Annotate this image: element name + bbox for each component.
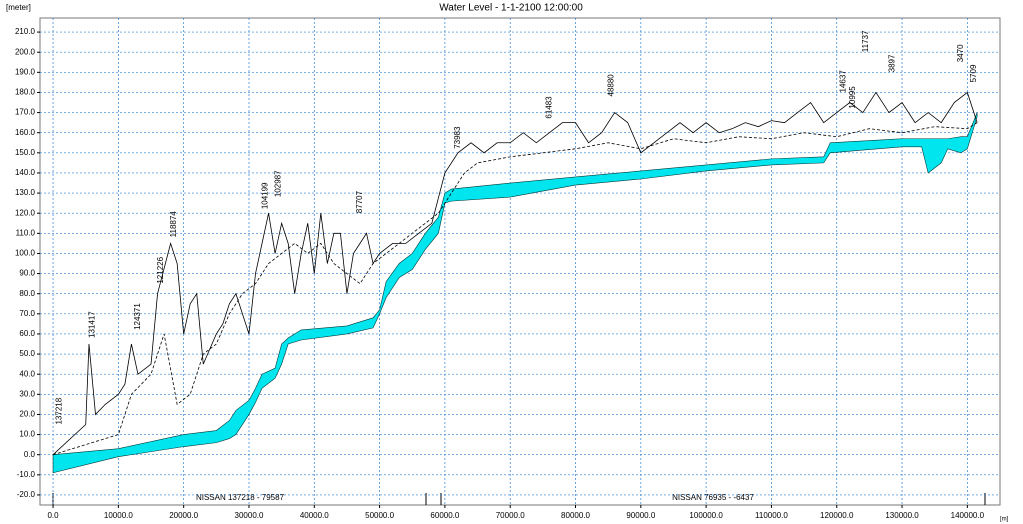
- x-tick-label: 140000.0: [951, 511, 985, 520]
- annotation: 102987: [273, 170, 282, 197]
- annotation: 131417: [87, 311, 96, 338]
- y-tick-label: 160.0: [15, 128, 36, 137]
- branch-label: NISSAN 137218 - 79587: [196, 493, 285, 502]
- annotation: 104199: [260, 182, 269, 209]
- annotation: 11737: [861, 30, 870, 52]
- x-tick-label: 0.0: [47, 511, 59, 520]
- annotation: 3897: [887, 54, 896, 72]
- annotation: 137218: [55, 397, 64, 424]
- y-tick-label: 200.0: [15, 47, 36, 56]
- x-tick-label: 10000.0: [104, 511, 133, 520]
- y-tick-label: 110.0: [16, 228, 36, 237]
- annotation: 10995: [848, 86, 857, 109]
- y-tick-label: 210.0: [15, 27, 36, 36]
- dashed-line: [52, 122, 978, 456]
- x-tick-label: 40000.0: [300, 511, 329, 520]
- y-tick-label: -10.0: [17, 470, 36, 479]
- annotation: 121226: [156, 256, 165, 283]
- x-tick-label: 70000.0: [496, 511, 525, 520]
- y-tick-label: 40.0: [19, 369, 35, 378]
- annotation: 124371: [133, 303, 142, 330]
- x-tick-label: 130000.0: [885, 511, 919, 520]
- y-tick-label: 170.0: [15, 108, 36, 117]
- y-unit: [meter]: [6, 3, 31, 12]
- annotation: 87707: [355, 190, 364, 213]
- x-tick-label: 120000.0: [820, 511, 854, 520]
- solid-line: [52, 91, 978, 455]
- y-tick-label: -20.0: [17, 490, 36, 499]
- x-tick-label: 110000.0: [755, 511, 788, 520]
- annotation: 48880: [607, 74, 616, 97]
- y-tick-label: 190.0: [15, 67, 36, 76]
- x-unit: [m]: [1000, 517, 1009, 523]
- y-tick-label: 70.0: [19, 309, 35, 318]
- y-tick-label: 180.0: [15, 88, 36, 97]
- annotation: 14637: [838, 70, 847, 93]
- x-tick-label: 60000.0: [430, 511, 459, 520]
- x-tick-label: 90000.0: [626, 511, 655, 520]
- y-tick-label: 30.0: [19, 389, 35, 398]
- annotation: 3470: [956, 44, 965, 62]
- y-tick-label: 0.0: [24, 450, 36, 459]
- annotation: 5709: [969, 64, 978, 82]
- y-tick-label: 130.0: [15, 188, 36, 197]
- x-tick-label: 80000.0: [561, 511, 590, 520]
- annotation: 73983: [453, 126, 462, 149]
- branch-label: NISSAN 76935 - -6437: [672, 493, 754, 502]
- y-tick-label: 20.0: [19, 410, 35, 419]
- water-band: [52, 112, 978, 474]
- x-tick-label: 50000.0: [365, 511, 394, 520]
- y-tick-label: 90.0: [19, 269, 35, 278]
- chart-title: Water Level - 1-1-2100 12:00:00: [439, 3, 583, 14]
- y-tick-label: 120.0: [15, 208, 36, 217]
- y-tick-label: 100.0: [15, 249, 36, 258]
- y-tick-label: 50.0: [19, 349, 35, 358]
- annotation: 118874: [169, 211, 178, 238]
- y-tick-label: 140.0: [15, 168, 36, 177]
- y-tick-label: 10.0: [19, 430, 35, 439]
- plot-frame: [39, 17, 1001, 506]
- y-tick-label: 60.0: [19, 329, 35, 338]
- y-tick-label: 80.0: [19, 289, 35, 298]
- x-tick-label: 100000.0: [689, 511, 723, 520]
- x-tick-label: 20000.0: [169, 511, 198, 520]
- annotation: 61483: [544, 96, 553, 119]
- x-tick-label: 30000.0: [235, 511, 264, 520]
- y-tick-label: 150.0: [15, 148, 36, 157]
